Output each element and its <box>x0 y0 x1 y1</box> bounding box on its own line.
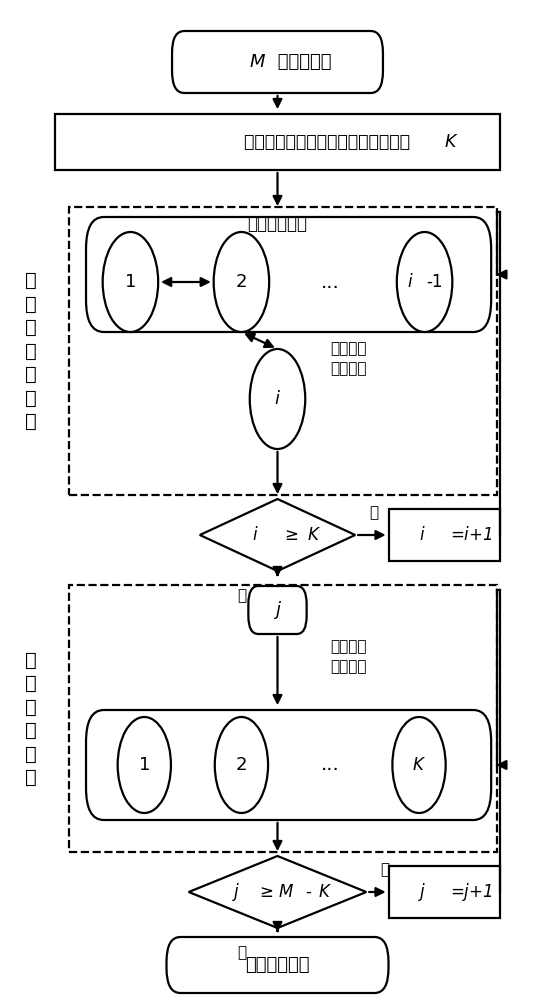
FancyBboxPatch shape <box>56 114 500 170</box>
Text: 输出聚类结果: 输出聚类结果 <box>245 956 310 974</box>
Text: =$i$+1: =$i$+1 <box>450 526 492 544</box>
Text: 是: 是 <box>237 946 246 960</box>
Text: -1: -1 <box>426 273 443 291</box>
Text: $M$: $M$ <box>249 53 266 71</box>
Text: $i$: $i$ <box>418 526 425 544</box>
Circle shape <box>392 717 446 813</box>
FancyBboxPatch shape <box>388 509 500 561</box>
Polygon shape <box>189 856 366 928</box>
Text: $K$: $K$ <box>317 883 332 901</box>
FancyBboxPatch shape <box>86 710 491 820</box>
Circle shape <box>250 349 305 449</box>
Text: 是: 是 <box>237 588 246 603</box>
Text: 特
征
归
类
过
程: 特 征 归 类 过 程 <box>24 651 37 787</box>
Text: $i$: $i$ <box>274 390 281 408</box>
Text: ≥: ≥ <box>259 883 273 901</box>
Text: $i$: $i$ <box>252 526 259 544</box>
Text: 2: 2 <box>236 756 247 774</box>
Circle shape <box>214 232 269 332</box>
Text: -: - <box>305 883 311 901</box>
Text: $j$: $j$ <box>417 881 426 903</box>
Text: $M$: $M$ <box>278 883 294 901</box>
Text: 1: 1 <box>139 756 150 774</box>
FancyBboxPatch shape <box>86 217 491 332</box>
Text: 最小相关系数: 最小相关系数 <box>248 215 307 233</box>
Text: 个原始特征: 个原始特征 <box>272 53 331 71</box>
FancyBboxPatch shape <box>388 866 500 918</box>
Polygon shape <box>200 499 355 571</box>
Circle shape <box>215 717 268 813</box>
FancyBboxPatch shape <box>166 937 388 993</box>
Text: $K$: $K$ <box>306 526 321 544</box>
Text: $i$: $i$ <box>407 273 414 291</box>
FancyBboxPatch shape <box>249 586 306 634</box>
Text: ≥: ≥ <box>284 526 299 544</box>
Text: =$j$+1: =$j$+1 <box>450 881 492 903</box>
Text: 类
中
心
选
择
过
程: 类 中 心 选 择 过 程 <box>24 271 37 431</box>
Text: 1: 1 <box>125 273 136 291</box>
FancyBboxPatch shape <box>172 31 383 93</box>
Circle shape <box>118 717 171 813</box>
Text: ...: ... <box>321 272 340 292</box>
Text: 否: 否 <box>369 505 378 520</box>
Text: $j$: $j$ <box>273 599 282 621</box>
Circle shape <box>103 232 158 332</box>
Text: 计算相关系数矩阵，并初始化聚类数: 计算相关系数矩阵，并初始化聚类数 <box>244 133 416 151</box>
Text: 最大平均
相关系数: 最大平均 相关系数 <box>330 640 367 674</box>
Text: ...: ... <box>321 756 340 774</box>
Text: 最小平均
相关系数: 最小平均 相关系数 <box>330 342 367 376</box>
Text: 2: 2 <box>236 273 247 291</box>
Text: $K$: $K$ <box>412 756 426 774</box>
Text: $j$: $j$ <box>231 881 240 903</box>
Text: $K$: $K$ <box>444 133 458 151</box>
Circle shape <box>397 232 452 332</box>
Text: 否: 否 <box>380 862 389 878</box>
